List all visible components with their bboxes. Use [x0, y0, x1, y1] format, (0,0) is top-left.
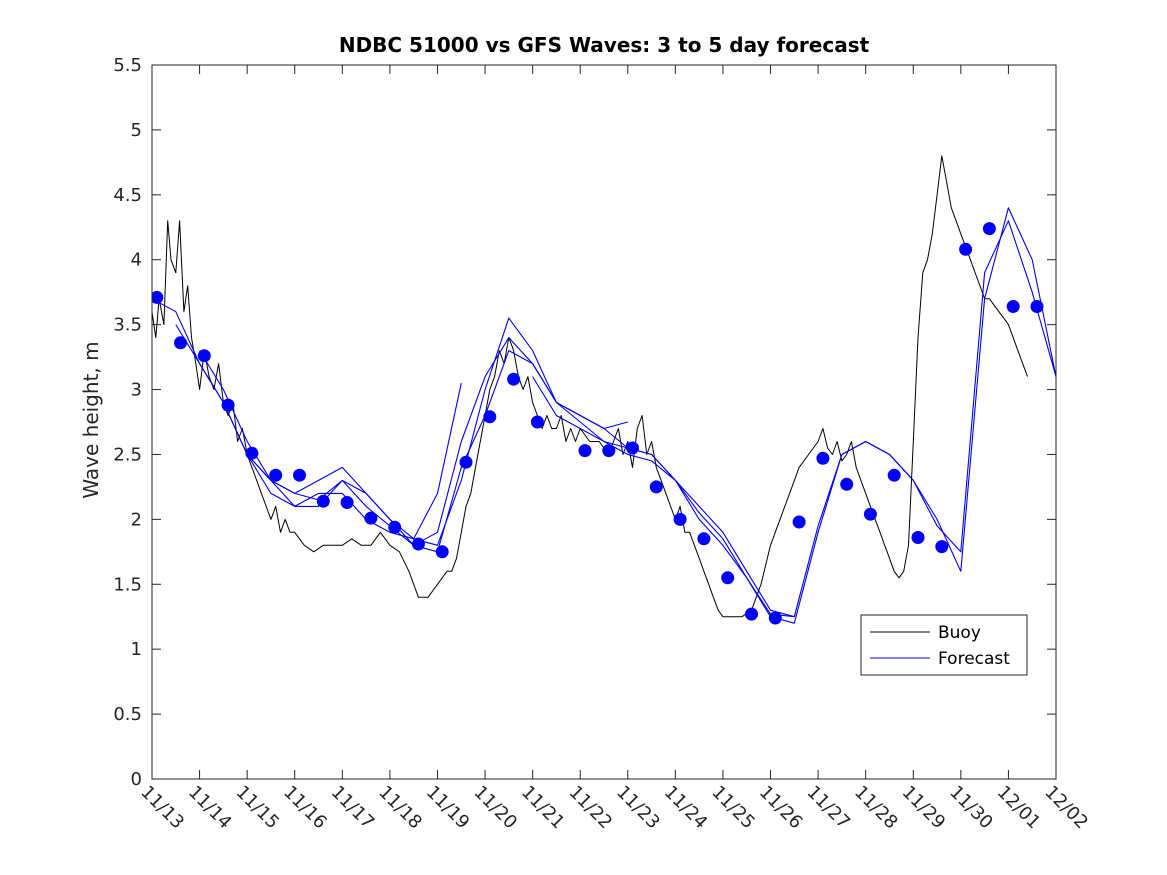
forecast-point-marker: [174, 336, 187, 350]
y-tick-label: 1: [131, 639, 142, 660]
forecast-point-marker: [578, 444, 592, 458]
forecast-point-marker: [340, 496, 354, 509]
forecast-point-marker: [152, 290, 164, 304]
y-axis: 0 0.5 1 1.5 2 2.5 3 3.5 4 4.5 5 5.5: [113, 55, 1056, 790]
forecast-point-marker: [887, 468, 901, 482]
y-tick-label: 5.5: [113, 55, 142, 76]
y-tick-label: 5: [131, 120, 142, 141]
forecast-point-marker: [935, 540, 949, 554]
legend-box: [860, 614, 1028, 676]
forecast-point-marker: [816, 451, 830, 465]
y-axis-label: Wave height, m: [79, 341, 103, 498]
forecast-series-line-5: [532, 220, 1056, 618]
y-tick-label: 0: [131, 769, 142, 790]
forecast-series-line-4: [246, 207, 1056, 624]
forecast-point-marker: [959, 242, 973, 256]
forecast-point-marker: [697, 532, 711, 546]
legend-forecast-label: Forecast: [938, 649, 1010, 669]
chart-title: NDBC 51000 vs GFS Waves: 3 to 5 day fore…: [339, 33, 870, 57]
y-tick-label: 4: [131, 250, 142, 271]
forecast-point-marker: [459, 455, 473, 469]
forecast-point-marker: [364, 511, 378, 525]
forecast-point-marker: [411, 537, 425, 551]
series-group: [152, 155, 1056, 625]
forecast-point-marker: [507, 372, 521, 386]
forecast-point-marker: [388, 520, 402, 534]
forecast-point-marker: [745, 607, 758, 621]
forecast-point-marker: [911, 531, 925, 544]
y-tick-label: 2: [131, 509, 142, 530]
legend-buoy-label: Buoy: [938, 623, 981, 643]
forecast-point-marker: [221, 398, 235, 412]
plot-frame: [151, 64, 1057, 780]
y-tick-label: 0.5: [113, 704, 142, 725]
forecast-point-marker: [1006, 300, 1020, 313]
forecast-point-marker: [316, 494, 330, 508]
forecast-point-marker: [649, 480, 663, 494]
forecast-point-marker: [269, 468, 283, 482]
forecast-point-marker: [293, 468, 306, 482]
forecast-point-marker: [1030, 300, 1044, 313]
y-tick-label: 1.5: [113, 574, 142, 595]
forecast-point-marker: [673, 512, 687, 526]
buoy-series-line: [152, 155, 1028, 618]
y-tick-label: 3: [131, 380, 142, 401]
forecast-point-marker: [435, 545, 449, 559]
forecast-point-marker: [792, 515, 806, 529]
y-tick-label: 4.5: [113, 185, 142, 206]
forecast-point-marker: [530, 415, 544, 429]
plot-area: [152, 155, 1056, 625]
forecast-point-marker: [602, 444, 616, 458]
forecast-point-marker: [483, 410, 497, 424]
forecast-point-marker: [982, 222, 996, 236]
y-tick-label: 3.5: [113, 315, 142, 336]
forecast-point-marker: [245, 446, 259, 460]
y-tick-label: 2.5: [113, 444, 142, 465]
forecast-point-marker: [768, 611, 782, 625]
forecast-point-marker: [626, 441, 639, 455]
forecast-point-marker: [840, 477, 854, 491]
legend: Buoy Forecast: [860, 614, 1028, 676]
forecast-series-line-3: [199, 317, 795, 618]
forecast-point-marker: [197, 349, 211, 363]
forecast-point-marker: [721, 571, 735, 585]
forecast-point-marker: [863, 507, 877, 521]
